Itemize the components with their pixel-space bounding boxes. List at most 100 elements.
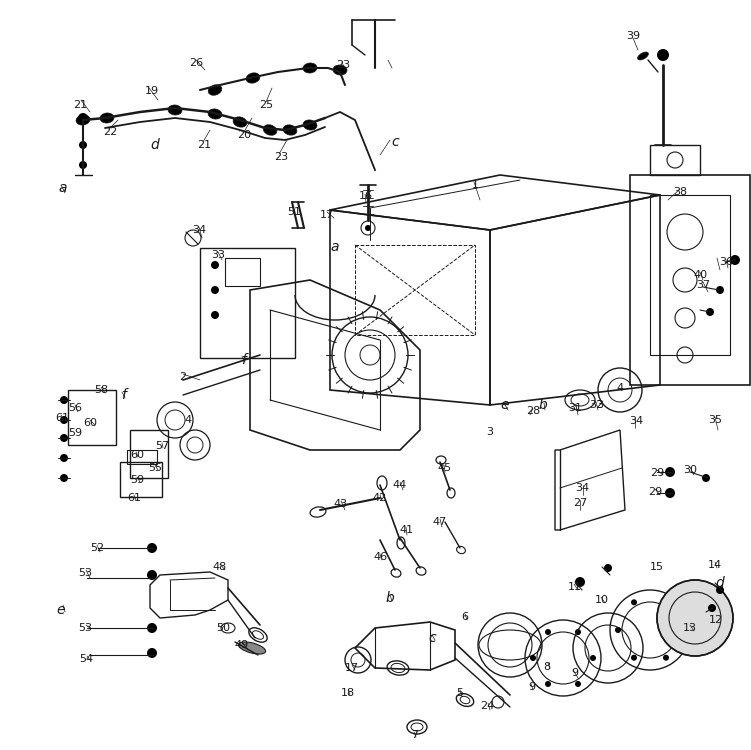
Ellipse shape [168, 105, 182, 115]
Text: 36: 36 [719, 257, 733, 267]
Ellipse shape [333, 65, 347, 75]
Circle shape [147, 570, 157, 580]
Text: 37: 37 [696, 280, 710, 290]
Text: 26: 26 [189, 58, 203, 68]
Text: 59: 59 [68, 428, 82, 438]
Text: 4: 4 [617, 383, 623, 393]
Text: 5: 5 [457, 688, 463, 698]
Circle shape [147, 648, 157, 658]
Text: c: c [391, 135, 399, 149]
Text: 55: 55 [148, 463, 162, 473]
Text: 20: 20 [237, 130, 251, 140]
Bar [200, 248, 295, 358]
Text: 53: 53 [78, 568, 92, 578]
Text: 40: 40 [693, 270, 707, 280]
Circle shape [590, 655, 596, 661]
Text: 9: 9 [572, 668, 578, 678]
Circle shape [663, 599, 669, 605]
Ellipse shape [303, 120, 317, 130]
Ellipse shape [303, 63, 317, 73]
Text: 44: 44 [393, 480, 407, 490]
Ellipse shape [100, 113, 114, 123]
Text: 43: 43 [334, 499, 348, 509]
Circle shape [575, 629, 581, 635]
Circle shape [657, 49, 669, 61]
Text: 39: 39 [626, 31, 640, 41]
Text: 46: 46 [373, 552, 387, 562]
Bar [127, 450, 157, 464]
Circle shape [702, 474, 710, 482]
Circle shape [60, 416, 68, 424]
Text: 51: 51 [287, 207, 301, 217]
Text: 15: 15 [650, 562, 664, 572]
Text: b: b [538, 398, 547, 412]
Text: 59: 59 [130, 475, 144, 485]
Text: 50: 50 [216, 623, 230, 633]
Text: 49: 49 [235, 640, 249, 650]
Circle shape [147, 543, 157, 553]
Circle shape [60, 454, 68, 462]
Text: 33: 33 [211, 250, 225, 260]
Circle shape [60, 396, 68, 404]
Text: 21: 21 [197, 140, 211, 150]
Circle shape [604, 564, 612, 572]
Text: 34: 34 [629, 416, 643, 426]
Circle shape [211, 286, 219, 294]
Circle shape [665, 467, 675, 477]
Text: c: c [428, 631, 436, 645]
Text: 60: 60 [130, 450, 144, 460]
Bar [355, 245, 475, 335]
Text: 23: 23 [274, 152, 288, 162]
Circle shape [60, 474, 68, 482]
Circle shape [716, 586, 724, 594]
Ellipse shape [283, 124, 297, 135]
Text: 21: 21 [73, 100, 87, 110]
Text: 22: 22 [103, 127, 117, 137]
Bar [130, 430, 168, 478]
Text: 6: 6 [462, 612, 469, 622]
Text: 47: 47 [433, 517, 447, 527]
Circle shape [631, 655, 637, 661]
Circle shape [706, 308, 714, 316]
Circle shape [663, 655, 669, 661]
Circle shape [708, 604, 716, 612]
Circle shape [545, 681, 551, 687]
Text: 8: 8 [544, 662, 550, 672]
Text: 60: 60 [83, 418, 97, 428]
Text: 35: 35 [708, 415, 722, 425]
Circle shape [575, 681, 581, 687]
Text: a: a [59, 181, 68, 195]
Circle shape [211, 311, 219, 319]
Circle shape [665, 488, 675, 498]
Ellipse shape [246, 73, 260, 83]
Text: f: f [240, 353, 246, 367]
Text: 52: 52 [90, 543, 104, 553]
Text: 32: 32 [589, 400, 603, 410]
Text: 31: 31 [568, 403, 582, 413]
Ellipse shape [233, 117, 247, 128]
Text: 3: 3 [487, 427, 493, 437]
Text: 30: 30 [683, 465, 697, 475]
Text: e: e [57, 603, 65, 617]
Text: 4: 4 [185, 415, 192, 425]
Text: 9: 9 [529, 682, 535, 692]
Ellipse shape [208, 109, 222, 119]
Text: 53: 53 [78, 623, 92, 633]
Text: 58: 58 [94, 385, 108, 395]
Text: 28: 28 [526, 406, 540, 416]
Circle shape [78, 113, 88, 123]
Circle shape [730, 255, 740, 265]
Text: 16: 16 [359, 191, 373, 201]
Text: f: f [121, 388, 125, 402]
Text: 27: 27 [573, 498, 587, 508]
Text: 19: 19 [145, 86, 159, 96]
Circle shape [147, 623, 157, 633]
Bar [120, 462, 162, 497]
Text: 38: 38 [673, 187, 687, 197]
Text: 29: 29 [648, 487, 662, 497]
Text: 57: 57 [155, 441, 169, 451]
Ellipse shape [638, 52, 648, 60]
Circle shape [79, 141, 87, 149]
Ellipse shape [238, 642, 266, 654]
Circle shape [211, 261, 219, 269]
